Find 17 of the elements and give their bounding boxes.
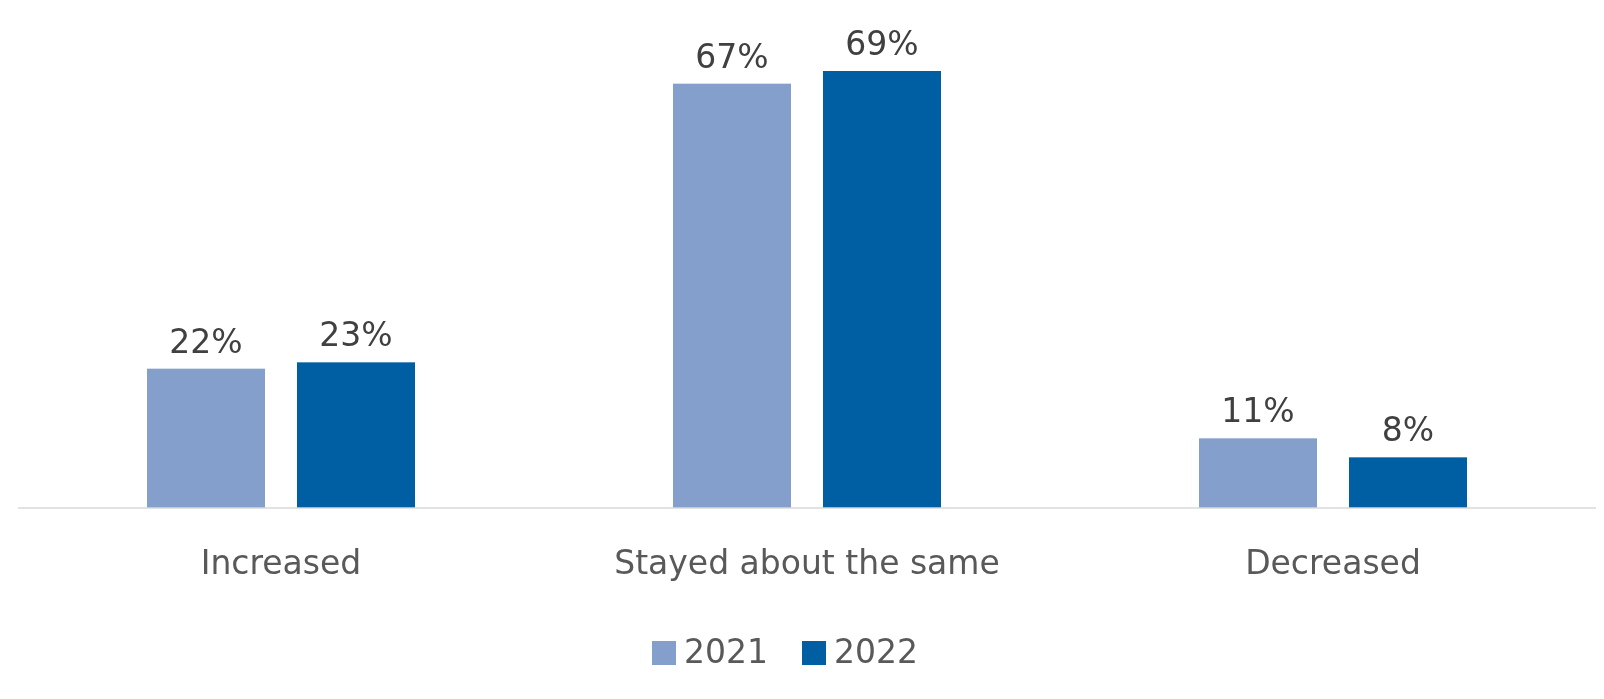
bar (297, 362, 415, 508)
bar (1349, 457, 1467, 508)
bar (1199, 438, 1317, 508)
x-tick-label: Stayed about the same (614, 543, 1000, 582)
bar (147, 368, 265, 508)
legend-label: 2022 (834, 632, 918, 671)
data-label: 23% (319, 315, 393, 355)
data-label: 69% (845, 24, 919, 63)
data-label: 22% (169, 321, 243, 361)
x-tick-label: Decreased (1245, 543, 1421, 582)
legend-label: 2021 (684, 632, 768, 671)
data-label: 8% (1381, 410, 1435, 450)
x-tick-label: Increased (200, 543, 362, 582)
data-label: 67% (695, 36, 769, 76)
bar (673, 83, 791, 508)
data-label: 11% (1221, 391, 1295, 431)
bar (823, 71, 941, 508)
